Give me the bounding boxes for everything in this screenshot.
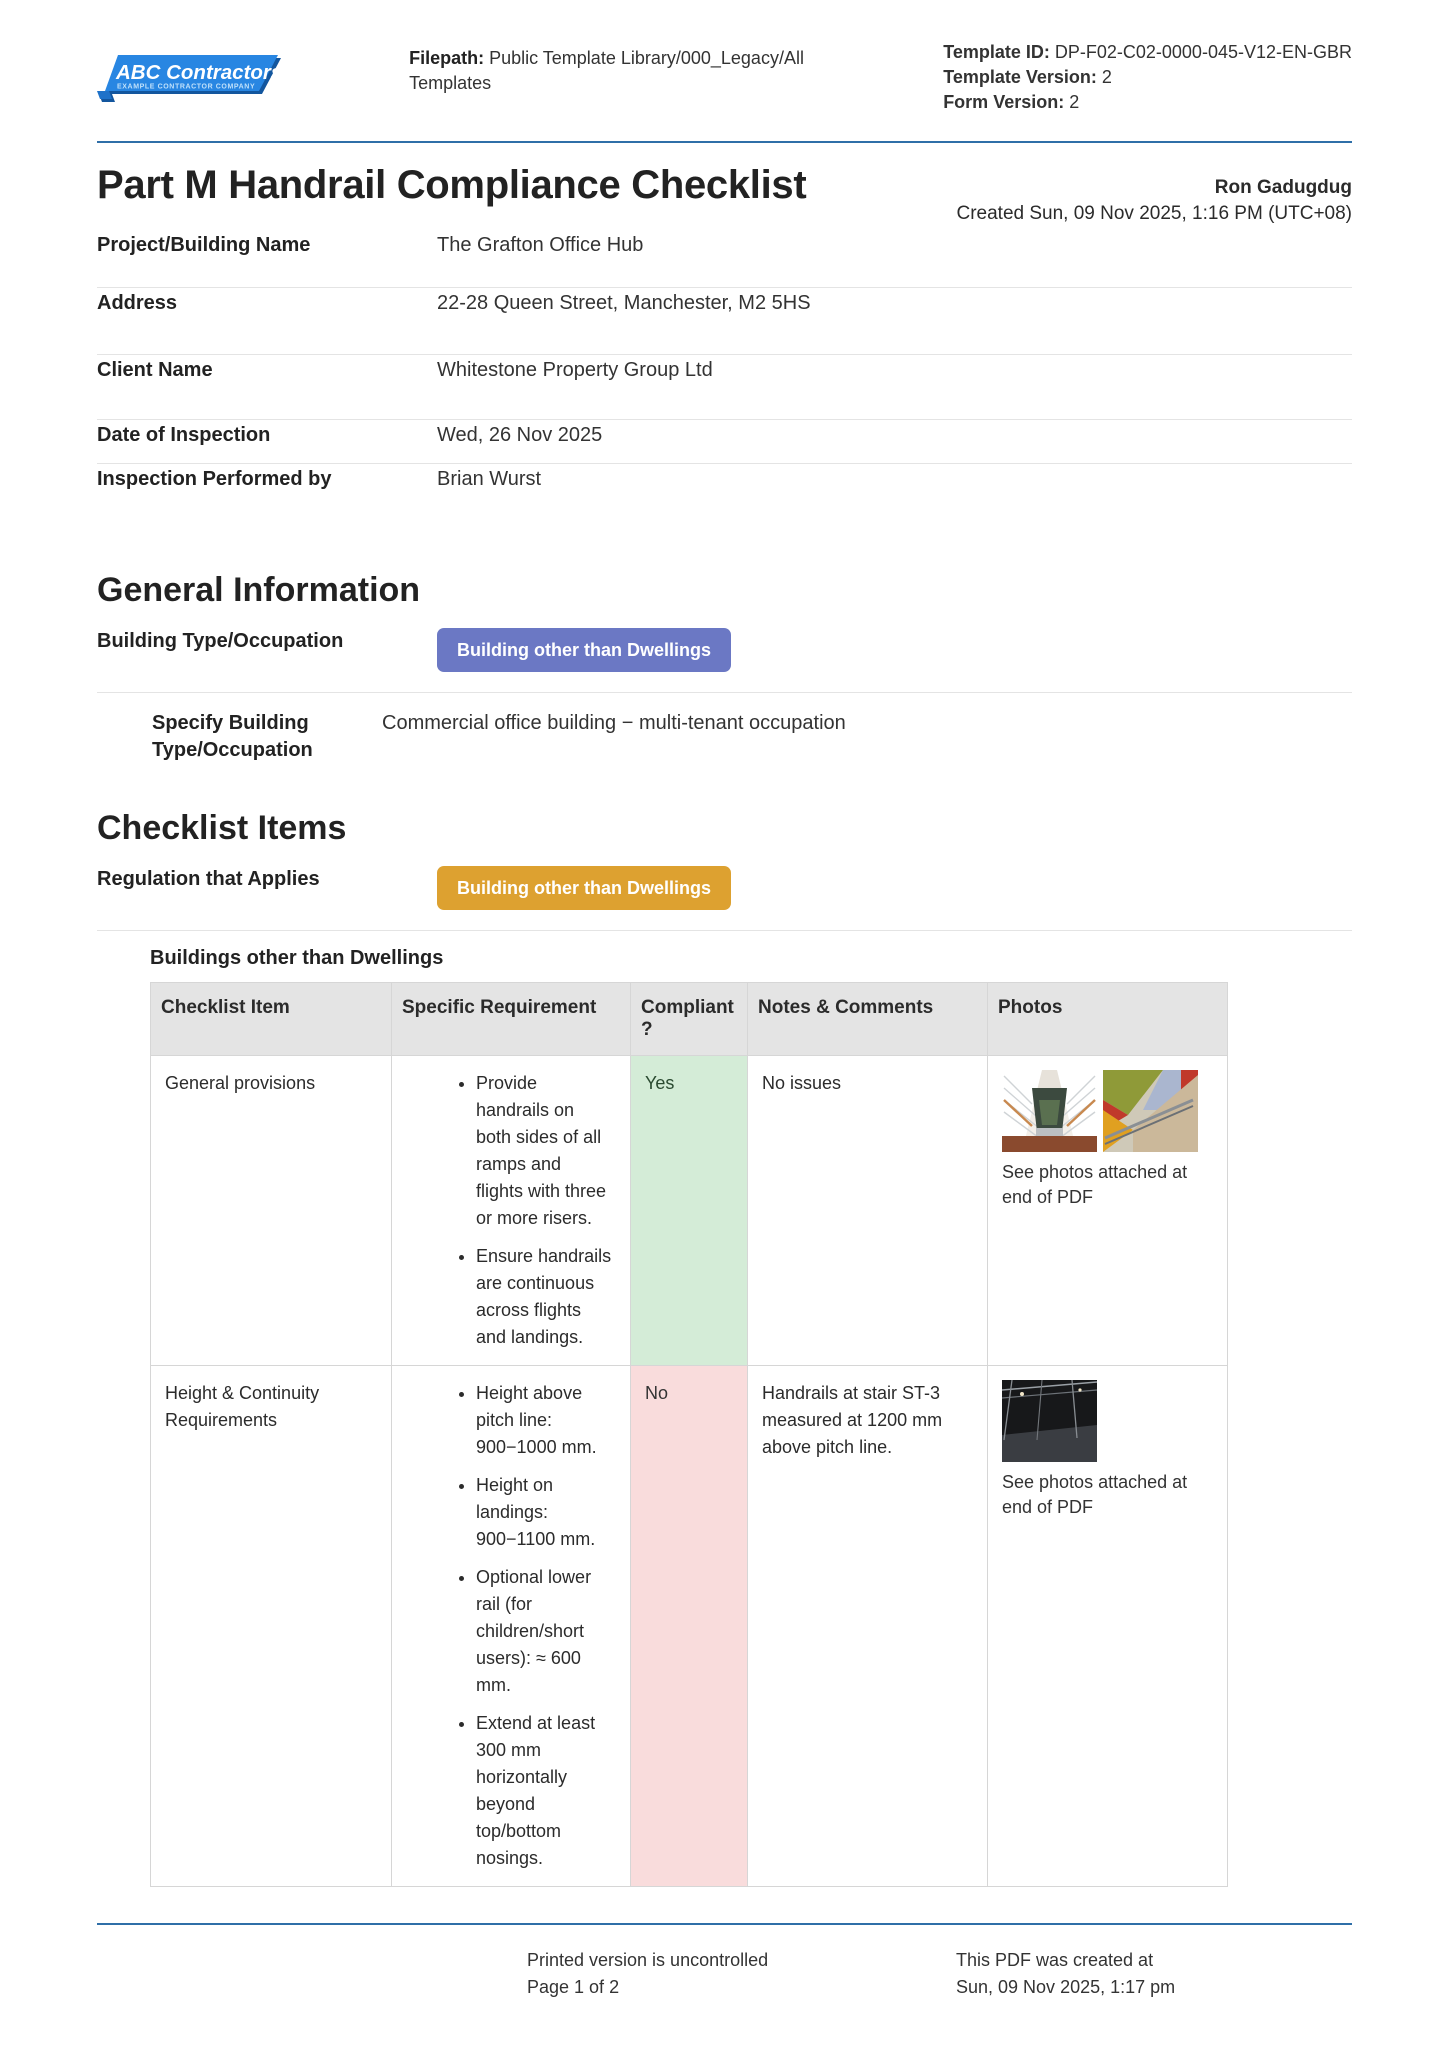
svg-text:ABC Contractors: ABC Contractors — [115, 61, 282, 84]
svg-text:EXAMPLE CONTRACTOR COMPANY: EXAMPLE CONTRACTOR COMPANY — [117, 84, 255, 91]
